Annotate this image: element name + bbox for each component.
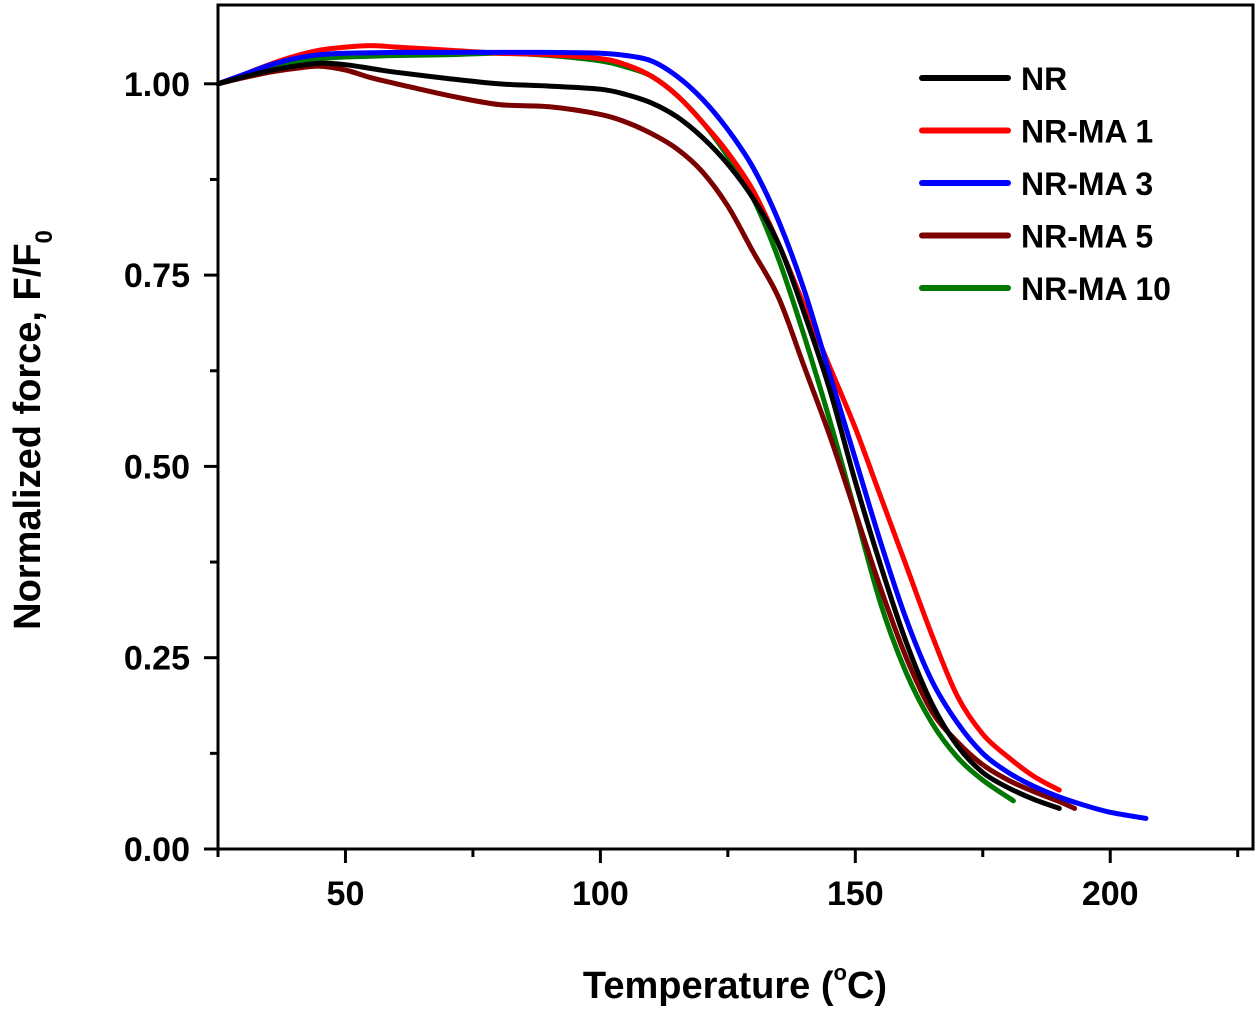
y-tick-label: 0.75 — [124, 257, 190, 295]
series-line-nr-ma-3 — [215, 49, 1149, 821]
legend-item: NR-MA 5 — [919, 219, 1153, 255]
x-axis-title-unit: C) — [847, 965, 887, 1007]
y-tick-label: 1.00 — [124, 66, 190, 104]
y-axis-title-main: Normalized force, F/F — [7, 243, 49, 629]
y-axis-title: Normalized force, F/F0 — [7, 230, 58, 630]
legend-item: NR — [919, 61, 1067, 97]
y-tick-label: 0.00 — [124, 831, 190, 869]
y-tick-label: 0.50 — [124, 448, 190, 486]
legend-label: NR-MA 10 — [1021, 271, 1171, 307]
legend-item: NR-MA 3 — [919, 166, 1153, 202]
legend: NR NR-MA 1 NR-MA 3 NR-MA 5 NR-MA 10 — [919, 61, 1171, 307]
legend-label: NR-MA 3 — [1021, 166, 1153, 202]
series-line-nr-ma-10 — [215, 50, 1016, 804]
series-line-nr-ma-1 — [215, 43, 1062, 793]
x-tick-label: 100 — [572, 875, 629, 913]
series-layer — [215, 43, 1149, 821]
series-line-nr-ma-5 — [215, 63, 1078, 811]
legend-label: NR-MA 5 — [1021, 219, 1153, 255]
legend-item: NR-MA 1 — [919, 114, 1153, 150]
y-axis-title-subscript: 0 — [31, 230, 58, 243]
plot-frame — [216, 3, 1255, 851]
x-tick-label: 150 — [827, 875, 884, 913]
legend-label: NR — [1021, 61, 1067, 97]
y-tick-label: 0.25 — [124, 640, 190, 678]
x-axis-title-degree: o — [834, 960, 847, 985]
x-tick-label: 50 — [327, 875, 365, 913]
legend-item: NR-MA 10 — [919, 271, 1171, 307]
x-axis-title: Temperature (oC) — [583, 960, 887, 1007]
x-tick-label: 200 — [1082, 875, 1139, 913]
legend-label: NR-MA 1 — [1021, 114, 1153, 150]
ticks-layer: 50 100 150 200 0.00 0.25 0.50 0.75 1.00 — [124, 66, 1240, 913]
series-line-nr — [215, 60, 1062, 811]
x-axis-title-main: Temperature ( — [583, 965, 834, 1007]
